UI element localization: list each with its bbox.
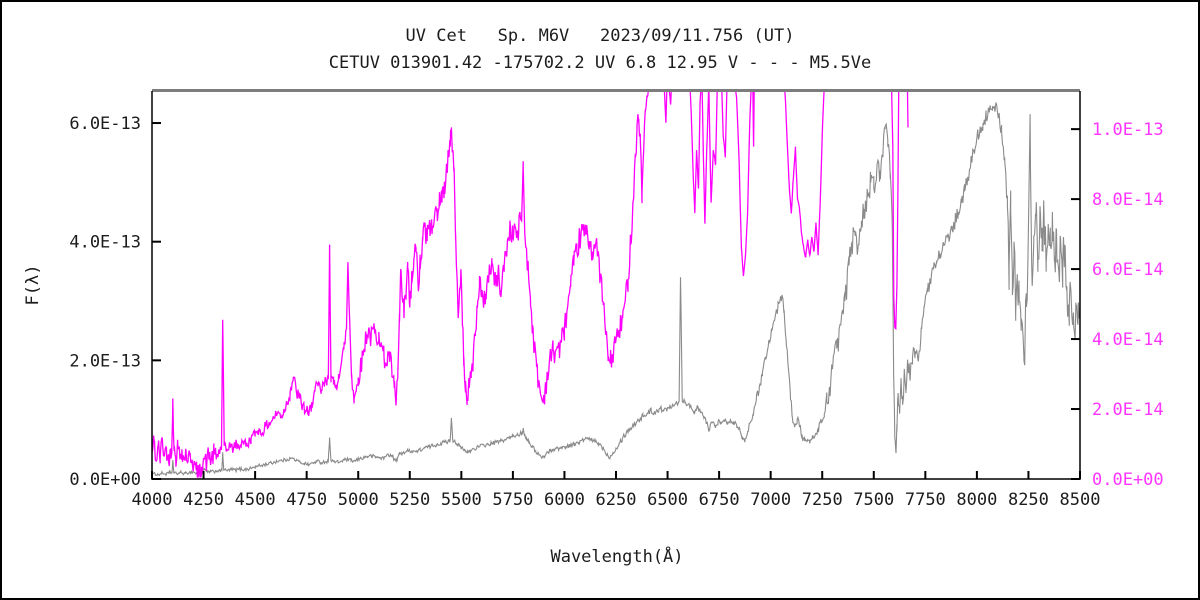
svg-text:8250: 8250 — [1008, 490, 1049, 510]
quiescent-spectrum-left-axis — [152, 102, 1080, 477]
svg-text:6.0E-14: 6.0E-14 — [1092, 260, 1164, 280]
plot-frame — [151, 89, 1081, 480]
chart-title: UV Cet Sp. M6V 2023/09/11.756 (UT) — [405, 26, 795, 46]
svg-text:5250: 5250 — [389, 490, 430, 510]
x-axis-label: Wavelength(Å) — [550, 547, 684, 567]
svg-text:8000: 8000 — [956, 490, 997, 510]
svg-text:5000: 5000 — [338, 490, 379, 510]
left-axis-ticks — [152, 122, 161, 480]
svg-text:7500: 7500 — [853, 490, 894, 510]
chart-subtitle: CETUV 013901.42 -175702.2 UV 6.8 12.95 V… — [328, 53, 872, 73]
svg-text:6000: 6000 — [544, 490, 585, 510]
svg-text:5500: 5500 — [441, 490, 482, 510]
svg-text:8.0E-14: 8.0E-14 — [1092, 190, 1164, 210]
svg-text:6500: 6500 — [647, 490, 688, 510]
svg-text:6.0E-13: 6.0E-13 — [69, 114, 141, 134]
spectrum-curves — [152, 92, 1080, 478]
svg-text:4000: 4000 — [132, 490, 173, 510]
svg-text:7000: 7000 — [750, 490, 791, 510]
svg-text:6750: 6750 — [699, 490, 740, 510]
svg-text:4.0E-14: 4.0E-14 — [1092, 330, 1164, 350]
svg-text:4250: 4250 — [183, 490, 224, 510]
svg-text:0.0E+00: 0.0E+00 — [69, 470, 141, 490]
svg-text:5750: 5750 — [492, 490, 533, 510]
x-axis-ticks — [151, 471, 1081, 479]
right-axis-tick-labels: 0.0E+00 2.0E-14 4.0E-14 6.0E-14 8.0E-14 1.0E-… — [1092, 120, 1164, 490]
svg-text:2.0E-13: 2.0E-13 — [69, 351, 141, 371]
right-axis-ticks — [1071, 128, 1080, 480]
svg-text:6250: 6250 — [596, 490, 637, 510]
x-axis-tick-labels: 4000 4250 4500 4750 5000 5250 5500 5750 6000 6250… — [132, 490, 1101, 510]
svg-text:7250: 7250 — [802, 490, 843, 510]
svg-text:4500: 4500 — [235, 490, 276, 510]
svg-text:4750: 4750 — [286, 490, 327, 510]
flare-spectrum-right-axis — [152, 92, 909, 478]
svg-text:4.0E-13: 4.0E-13 — [69, 233, 141, 253]
svg-text:8500: 8500 — [1060, 490, 1101, 510]
svg-text:1.0E-13: 1.0E-13 — [1092, 120, 1164, 140]
svg-text:2.0E-14: 2.0E-14 — [1092, 400, 1164, 420]
left-axis-tick-labels: 0.0E+00 2.0E-13 4.0E-13 6.0E-13 — [69, 114, 141, 490]
svg-text:0.0E+00: 0.0E+00 — [1092, 470, 1164, 490]
svg-text:7750: 7750 — [905, 490, 946, 510]
